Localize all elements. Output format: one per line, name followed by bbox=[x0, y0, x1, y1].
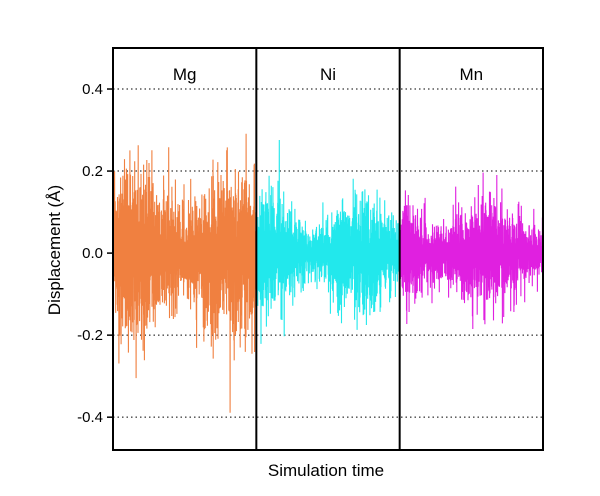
panel-label-ni: Ni bbox=[320, 65, 336, 84]
series-group bbox=[112, 133, 544, 413]
panel-labels: Mg Ni Mn bbox=[173, 65, 483, 84]
y-axis-ticks: -0.4 -0.2 0.0 0.2 0.4 bbox=[77, 81, 113, 426]
y-axis-title: Displacement (Å) bbox=[45, 185, 64, 315]
y-tick-label-2: 0.0 bbox=[82, 245, 103, 262]
panel-frames bbox=[112, 47, 544, 451]
y-tick-label-4: 0.4 bbox=[82, 81, 103, 98]
y-tick-label-0: -0.4 bbox=[77, 409, 103, 426]
y-tick-label-1: -0.2 bbox=[77, 327, 103, 344]
plot-frame bbox=[112, 47, 544, 451]
series-trace-mn bbox=[399, 172, 544, 330]
panel-label-mn: Mn bbox=[460, 65, 484, 84]
series-trace-mg bbox=[112, 133, 257, 413]
panel-label-mg: Mg bbox=[173, 65, 197, 84]
x-axis-title: Simulation time bbox=[268, 461, 384, 480]
series-trace-ni bbox=[255, 139, 401, 344]
y-tick-label-3: 0.2 bbox=[82, 163, 103, 180]
